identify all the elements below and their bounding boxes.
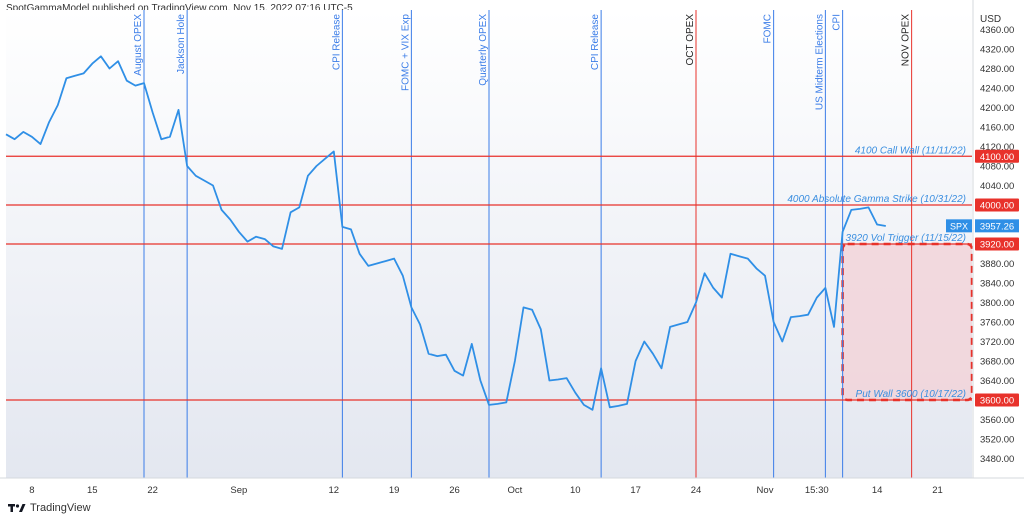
event-label: FOMC (763, 14, 774, 43)
x-tick-label: Sep (230, 485, 247, 496)
x-tick-label: 15:30 (805, 485, 829, 496)
y-tick-label: 4160.00 (980, 123, 1014, 134)
y-tick-label: 3600.00 (980, 396, 1014, 407)
y-tick-label: 3840.00 (980, 279, 1014, 290)
y-tick-label: 4000.00 (980, 201, 1014, 212)
event-label: Quarterly OPEX (478, 14, 489, 86)
x-tick-label: 15 (87, 485, 98, 496)
level-label: 4000 Absolute Gamma Strike (10/31/22) (787, 194, 966, 205)
y-tick-label: 3920.00 (980, 240, 1014, 251)
event-label: OCT OPEX (685, 14, 696, 66)
y-tick-label: 3480.00 (980, 454, 1014, 465)
symbol-tag-label: SPX (950, 221, 968, 231)
tradingview-logo-icon (8, 503, 26, 513)
y-tick-label: 3760.00 (980, 318, 1014, 329)
level-price-tag (975, 393, 1019, 407)
x-tick-label: 12 (328, 485, 339, 496)
event-label: CPI Release (590, 14, 601, 71)
y-tick-label: 4240.00 (980, 84, 1014, 95)
x-tick-label: 21 (932, 485, 943, 496)
x-tick-label: 22 (147, 485, 158, 496)
x-tick-label: 10 (570, 485, 581, 496)
y-tick-label: 3960.00 (980, 220, 1014, 231)
level-label: 4100 Call Wall (11/11/22) (855, 145, 966, 156)
event-label: CPI Release (331, 14, 342, 71)
event-label: FOMC + VIX Exp (400, 14, 411, 91)
level-price-tag-label: 4100.00 (980, 152, 1014, 163)
x-tick-label: 26 (449, 485, 460, 496)
level-price-tag-label: 3600.00 (980, 396, 1014, 407)
symbol-legend[interactable]: S&P 500 Index, 1h, SP −28.74 (−0.72%) (8, 19, 187, 30)
y-tick-label: 4120.00 (980, 142, 1014, 153)
level-price-tag-label: 4000.00 (980, 201, 1014, 212)
gamma-zone-box (841, 242, 974, 402)
currency-label: USD (980, 14, 1001, 25)
level-label: Put Wall 3600 (10/17/22) (856, 389, 966, 400)
y-tick-label: 3680.00 (980, 357, 1014, 368)
x-tick-label: Oct (507, 485, 522, 496)
x-tick-label: Nov (757, 485, 774, 496)
y-tick-label: 4200.00 (980, 103, 1014, 114)
level-price-tag (975, 198, 1019, 212)
y-tick-label: 4360.00 (980, 25, 1014, 36)
y-tick-label: 4040.00 (980, 181, 1014, 192)
y-tick-label: 3800.00 (980, 298, 1014, 309)
y-tick-label: 3640.00 (980, 376, 1014, 387)
x-tick-label: 14 (872, 485, 883, 496)
y-tick-label: 3560.00 (980, 415, 1014, 426)
x-tick-label: 24 (691, 485, 702, 496)
y-tick-label: 4320.00 (980, 45, 1014, 56)
last-price-tag (975, 219, 1019, 233)
symbol-tag (946, 219, 972, 233)
y-tick-label: 4080.00 (980, 162, 1014, 173)
x-tick-label: 19 (389, 485, 400, 496)
published-header: SpotGammaModel published on TradingView.… (6, 3, 353, 14)
event-label: NOV OPEX (901, 14, 912, 67)
y-tick-label: 3520.00 (980, 435, 1014, 446)
y-tick-label: 3880.00 (980, 259, 1014, 270)
level-price-tag-label: 3920.00 (980, 240, 1014, 251)
y-tick-label: 3720.00 (980, 337, 1014, 348)
level-price-tag (975, 149, 1019, 163)
x-tick-label: 17 (630, 485, 641, 496)
plot-background (6, 10, 972, 478)
event-label: US Midterm Elections (814, 14, 825, 110)
y-tick-label: 4280.00 (980, 64, 1014, 75)
x-tick-label: 8 (29, 485, 34, 496)
last-price-label: 3957.26 (980, 221, 1014, 232)
tradingview-footer[interactable]: TradingView (8, 502, 91, 514)
level-label: 3920 Vol Trigger (11/15/22) (846, 233, 966, 244)
tradingview-brand: TradingView (30, 502, 91, 514)
price-change: −28.74 (−0.72%) (112, 19, 188, 30)
symbol-name: S&P 500 Index, 1h, SP (8, 19, 110, 30)
level-price-tag (975, 237, 1019, 251)
event-label: CPI (832, 14, 843, 31)
spx-price-line (5, 55, 886, 411)
